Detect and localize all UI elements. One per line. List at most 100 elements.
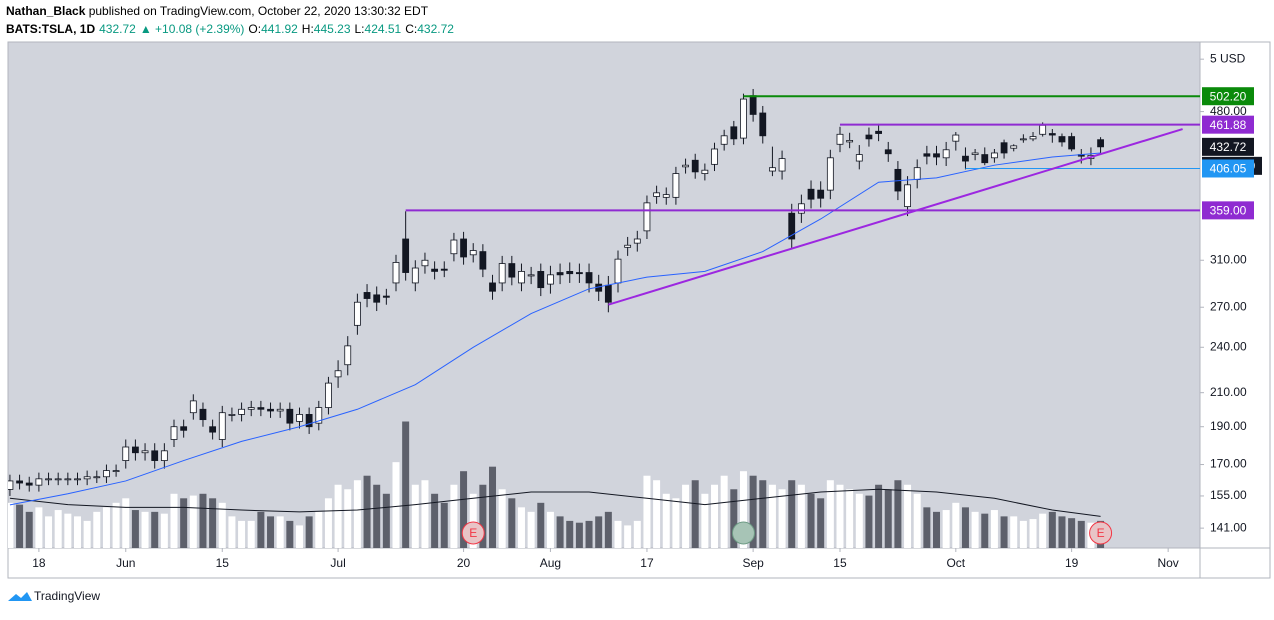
y-tick-label: 155.00 bbox=[1210, 488, 1247, 502]
candle-body bbox=[991, 152, 998, 159]
volume-bar bbox=[64, 513, 72, 548]
candle-body bbox=[749, 95, 757, 115]
candle-body bbox=[624, 244, 632, 248]
candle-body bbox=[807, 188, 815, 200]
candle-body bbox=[93, 476, 101, 479]
price-label-box bbox=[1202, 87, 1254, 106]
candle-body bbox=[817, 189, 825, 199]
volume-bar bbox=[373, 484, 381, 548]
split-marker bbox=[731, 521, 755, 545]
candle-body bbox=[141, 450, 149, 454]
volume-bar bbox=[131, 510, 139, 548]
volume-bar bbox=[788, 480, 796, 548]
candle-body bbox=[8, 480, 14, 490]
volume-bar bbox=[1029, 519, 1037, 548]
y-tick-label: 480.00 bbox=[1210, 104, 1247, 118]
volume-bar bbox=[353, 480, 361, 548]
candle-body bbox=[633, 238, 641, 244]
candle-body bbox=[402, 238, 410, 273]
volume-bar bbox=[527, 511, 535, 548]
volume-bar bbox=[218, 502, 226, 548]
candle-body bbox=[942, 149, 950, 159]
candle-body bbox=[498, 263, 506, 284]
volume-bar bbox=[112, 502, 120, 548]
published: published on TradingView.com, October 22… bbox=[85, 4, 428, 18]
volume-bar bbox=[575, 522, 583, 548]
candle-body bbox=[431, 268, 439, 272]
volume-bar bbox=[643, 475, 651, 548]
volume-bar bbox=[334, 484, 342, 548]
candle-body bbox=[846, 140, 854, 143]
candle-body bbox=[884, 149, 892, 155]
candle-body bbox=[199, 408, 207, 421]
candle-body bbox=[189, 400, 197, 414]
candle-body bbox=[537, 271, 545, 289]
candle-body bbox=[720, 135, 728, 145]
volume-bar bbox=[54, 510, 62, 548]
symbol-line: BATS:TSLA, 1D 432.72 ▲ +10.08 (+2.39%) O:44… bbox=[6, 22, 454, 36]
volume-bar bbox=[1039, 513, 1047, 548]
volume-bar bbox=[595, 516, 603, 548]
volume-bar bbox=[508, 498, 516, 548]
volume-bar bbox=[614, 520, 622, 548]
chart-background bbox=[8, 42, 1200, 548]
candle-body bbox=[421, 259, 429, 267]
y-tick-label: 310.00 bbox=[1210, 252, 1247, 266]
event-marker bbox=[1089, 521, 1113, 545]
publish-line: Nathan_Black published on TradingView.co… bbox=[6, 4, 429, 18]
candle-body bbox=[373, 294, 381, 303]
candle-body bbox=[778, 158, 786, 172]
candle-body bbox=[64, 478, 72, 481]
candle-body bbox=[518, 271, 525, 284]
candle-body bbox=[711, 148, 718, 165]
volume-bar bbox=[209, 498, 217, 548]
x-tick-label: 15 bbox=[216, 556, 230, 570]
candle-body bbox=[469, 250, 477, 256]
brand[interactable]: TradingView bbox=[34, 589, 100, 603]
volume-bar bbox=[990, 510, 998, 548]
price-label: 502.20 bbox=[1210, 89, 1247, 103]
candle-body bbox=[566, 271, 574, 275]
volume-bar bbox=[45, 516, 53, 548]
volume-bar bbox=[228, 516, 236, 548]
volume-bar bbox=[93, 511, 101, 548]
volume-bar bbox=[778, 489, 786, 548]
volume-bar bbox=[875, 484, 883, 548]
volume-bar bbox=[73, 516, 81, 548]
x-tick-label: 17 bbox=[640, 556, 654, 570]
y-tick-label: 141.00 bbox=[1210, 520, 1247, 534]
candle-body bbox=[575, 272, 583, 275]
volume-bar bbox=[933, 511, 941, 548]
candle-body bbox=[1029, 136, 1037, 140]
candle-body bbox=[218, 412, 226, 440]
volume-bar bbox=[411, 484, 419, 548]
volume-bar bbox=[344, 489, 352, 548]
volume-bar bbox=[672, 498, 680, 548]
candle-body bbox=[682, 164, 689, 168]
y-tick-label: 170.00 bbox=[1210, 457, 1247, 471]
volume-bar bbox=[942, 510, 950, 548]
volume-bar bbox=[469, 493, 477, 548]
volume-bar bbox=[961, 507, 969, 548]
volume-bar bbox=[701, 493, 709, 548]
candle-body bbox=[826, 157, 834, 191]
candle-body bbox=[547, 274, 554, 285]
x-tick-label: Sep bbox=[742, 556, 764, 570]
candle-body bbox=[353, 301, 361, 326]
volume-bar bbox=[826, 480, 834, 548]
candle-body bbox=[1019, 138, 1027, 141]
candle-body bbox=[440, 268, 448, 271]
candle-body bbox=[1000, 142, 1008, 154]
candle-body bbox=[315, 407, 323, 424]
volume-bar bbox=[546, 511, 554, 548]
volume-bar bbox=[865, 495, 873, 548]
candle-body bbox=[344, 345, 352, 366]
candle-body bbox=[1068, 136, 1076, 150]
volume-bar bbox=[846, 489, 854, 548]
volume-bar bbox=[431, 493, 439, 548]
volume-bar bbox=[884, 489, 892, 548]
x-tick-label: Jun bbox=[116, 556, 135, 570]
candle-body bbox=[971, 152, 979, 155]
candle-body bbox=[267, 408, 274, 412]
